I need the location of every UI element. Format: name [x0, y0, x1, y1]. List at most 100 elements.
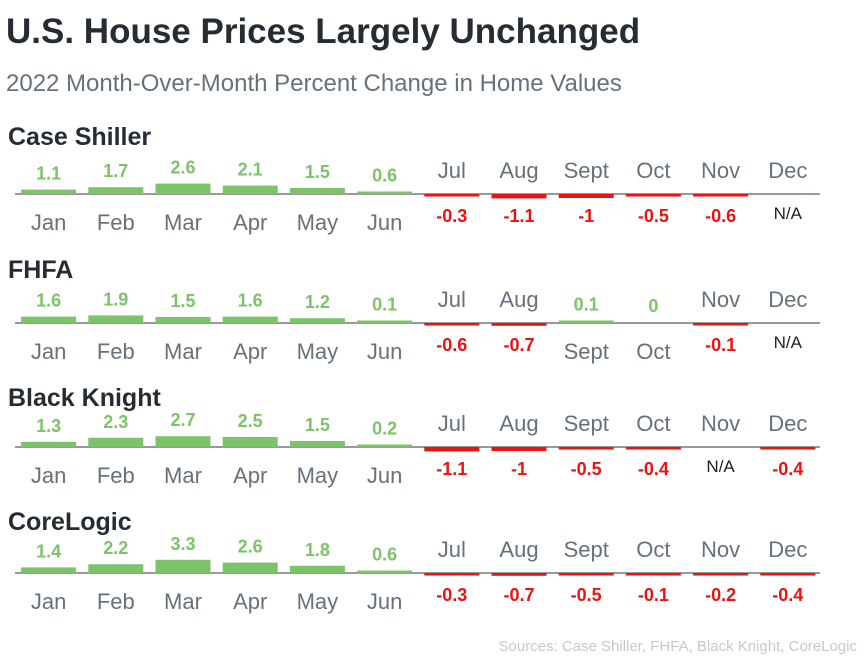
month-label-corelogic-apr: Apr — [233, 589, 267, 614]
value-label-fhfa-may: 1.2 — [305, 292, 330, 312]
month-label-case-shiller-oct: Oct — [636, 158, 670, 183]
value-label-black-knight-nov: N/A — [706, 457, 735, 476]
value-label-case-shiller-dec: N/A — [774, 204, 803, 223]
bar-corelogic-jan — [21, 567, 77, 573]
bar-fhfa-nov — [693, 323, 749, 326]
month-label-case-shiller-jul: Jul — [438, 158, 466, 183]
value-label-fhfa-nov: -0.1 — [705, 335, 736, 355]
bar-fhfa-jul — [424, 323, 480, 326]
bar-corelogic-apr — [222, 562, 278, 573]
value-label-corelogic-feb: 2.2 — [103, 538, 128, 558]
bar-case-shiller-mar — [155, 183, 211, 194]
month-label-case-shiller-jun: Jun — [367, 210, 402, 235]
month-label-case-shiller-aug: Aug — [499, 158, 538, 183]
source-note: Sources: Case Shiller, FHFA, Black Knigh… — [498, 638, 858, 655]
bar-fhfa-aug — [491, 323, 547, 326]
value-label-case-shiller-oct: -0.5 — [638, 206, 669, 226]
panel-title-case-shiller: Case Shiller — [8, 123, 151, 151]
bar-black-knight-dec — [760, 447, 816, 450]
value-label-fhfa-oct: 0 — [648, 296, 658, 316]
value-label-corelogic-aug: -0.7 — [503, 585, 534, 605]
bar-case-shiller-apr — [222, 185, 278, 194]
bar-corelogic-sept — [558, 573, 614, 576]
bar-case-shiller-sept — [558, 194, 614, 198]
value-label-fhfa-aug: -0.7 — [503, 335, 534, 355]
month-label-fhfa-sept: Sept — [564, 339, 609, 364]
bar-corelogic-jun — [357, 570, 413, 573]
month-label-fhfa-feb: Feb — [97, 339, 135, 364]
month-label-fhfa-jan: Jan — [31, 339, 66, 364]
value-label-corelogic-jun: 0.6 — [372, 545, 397, 565]
month-label-corelogic-feb: Feb — [97, 589, 135, 614]
month-label-fhfa-apr: Apr — [233, 339, 267, 364]
bar-black-knight-sept — [558, 447, 614, 450]
panel-title-corelogic: CoreLogic — [8, 508, 132, 536]
value-label-corelogic-oct: -0.1 — [638, 585, 669, 605]
month-label-corelogic-jun: Jun — [367, 589, 402, 614]
value-label-fhfa-apr: 1.6 — [238, 291, 263, 311]
bar-black-knight-jul — [424, 447, 480, 452]
bar-case-shiller-nov — [693, 194, 749, 197]
month-label-case-shiller-mar: Mar — [164, 210, 202, 235]
month-label-fhfa-may: May — [297, 339, 339, 364]
bar-case-shiller-jul — [424, 194, 480, 197]
month-label-corelogic-sept: Sept — [564, 537, 609, 562]
value-label-corelogic-apr: 2.6 — [238, 537, 263, 557]
bar-black-knight-may — [289, 441, 345, 447]
value-label-black-knight-sept: -0.5 — [571, 459, 602, 479]
chart-subtitle: 2022 Month-Over-Month Percent Change in … — [6, 70, 622, 97]
value-label-corelogic-nov: -0.2 — [705, 585, 736, 605]
month-label-corelogic-jul: Jul — [438, 537, 466, 562]
bar-fhfa-jan — [21, 316, 77, 323]
bar-fhfa-apr — [222, 316, 278, 323]
bar-black-knight-aug — [491, 447, 547, 451]
month-label-case-shiller-feb: Feb — [97, 210, 135, 235]
bar-corelogic-jul — [424, 573, 480, 576]
month-label-fhfa-oct: Oct — [636, 339, 670, 364]
month-label-black-knight-jul: Jul — [438, 411, 466, 436]
month-label-fhfa-mar: Mar — [164, 339, 202, 364]
value-label-case-shiller-aug: -1.1 — [503, 206, 534, 226]
bar-corelogic-aug — [491, 573, 547, 576]
bar-corelogic-nov — [693, 573, 749, 576]
month-label-corelogic-jan: Jan — [31, 589, 66, 614]
bar-black-knight-jan — [21, 441, 77, 447]
value-label-fhfa-jun: 0.1 — [372, 295, 397, 315]
bar-fhfa-may — [289, 318, 345, 323]
panel-title-fhfa: FHFA — [8, 256, 73, 284]
bar-case-shiller-jan — [21, 189, 77, 194]
month-label-fhfa-jul: Jul — [438, 287, 466, 312]
value-label-black-knight-jul: -1.1 — [436, 459, 467, 479]
value-label-black-knight-may: 1.5 — [305, 415, 330, 435]
value-label-corelogic-mar: 3.3 — [170, 534, 195, 554]
month-label-black-knight-oct: Oct — [636, 411, 670, 436]
bar-corelogic-dec — [760, 573, 816, 576]
value-label-fhfa-dec: N/A — [774, 333, 803, 352]
value-label-black-knight-feb: 2.3 — [103, 412, 128, 432]
chart-title: U.S. House Prices Largely Unchanged — [6, 12, 641, 51]
value-label-corelogic-jul: -0.3 — [436, 585, 467, 605]
value-label-case-shiller-jun: 0.6 — [372, 166, 397, 186]
bar-fhfa-sept — [558, 320, 614, 323]
bar-fhfa-mar — [155, 317, 211, 323]
bar-black-knight-jun — [357, 444, 413, 447]
bar-case-shiller-aug — [491, 194, 547, 199]
value-label-corelogic-jan: 1.4 — [36, 541, 61, 561]
value-label-black-knight-mar: 2.7 — [170, 410, 195, 430]
month-label-case-shiller-may: May — [297, 210, 339, 235]
bar-case-shiller-feb — [88, 187, 144, 194]
value-label-corelogic-dec: -0.4 — [772, 585, 803, 605]
month-label-black-knight-sept: Sept — [564, 411, 609, 436]
month-label-black-knight-dec: Dec — [768, 411, 807, 436]
month-label-corelogic-dec: Dec — [768, 537, 807, 562]
month-label-fhfa-nov: Nov — [701, 287, 740, 312]
bar-fhfa-feb — [88, 315, 144, 323]
value-label-case-shiller-may: 1.5 — [305, 162, 330, 182]
month-label-case-shiller-nov: Nov — [701, 158, 740, 183]
value-label-fhfa-mar: 1.5 — [170, 291, 195, 311]
month-label-black-knight-feb: Feb — [97, 463, 135, 488]
value-label-black-knight-dec: -0.4 — [772, 459, 803, 479]
panel-title-black-knight: Black Knight — [8, 384, 161, 412]
month-label-black-knight-nov: Nov — [701, 411, 740, 436]
month-label-black-knight-mar: Mar — [164, 463, 202, 488]
